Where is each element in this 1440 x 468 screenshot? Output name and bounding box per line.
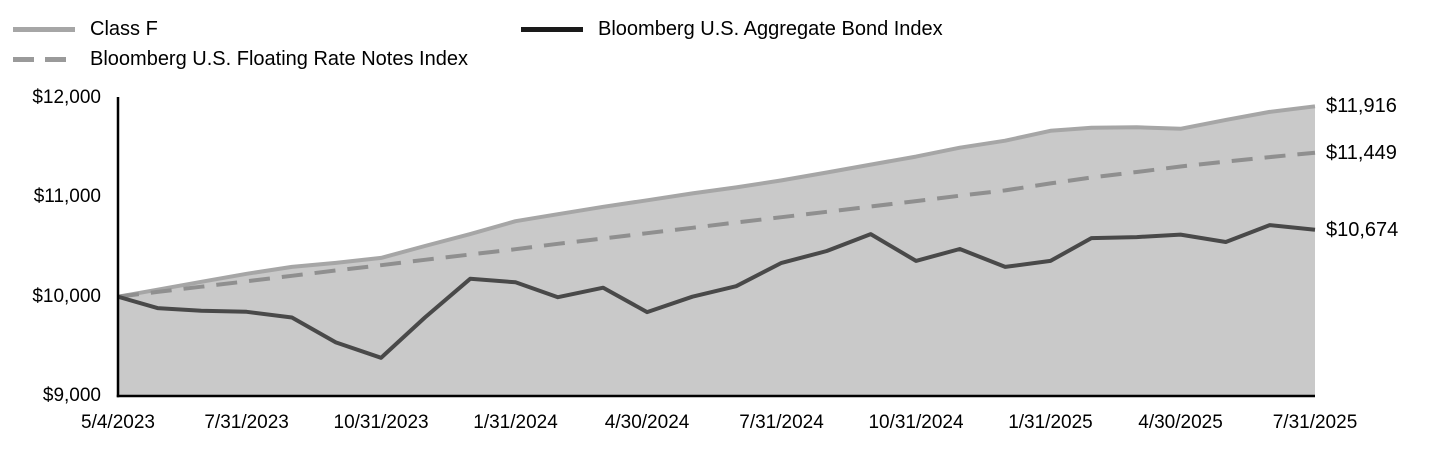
y-axis-label-9000: $9,000 [42, 385, 101, 406]
y-axis-label-10000: $10,000 [32, 285, 101, 307]
y-axis-label-12000: $12,000 [32, 87, 101, 108]
x-axis-label-4-30-2024: 4/30/2024 [604, 412, 690, 433]
x-axis-label-1-31-2024: 1/31/2024 [473, 412, 558, 433]
series-line-0 [117, 104, 1316, 299]
y-axis-label-11000: $11,000 [33, 186, 101, 208]
legend-label-floating-rate-notes-index: Bloomberg U.S. Floating Rate Notes Index [90, 48, 468, 70]
end-value-aggregate-bond-index: $10,674 [1326, 218, 1399, 241]
x-axis-label-5-4-2023: 5/4/2023 [81, 412, 155, 433]
x-axis-label-7-31-2023: 7/31/2023 [204, 412, 289, 433]
series-line-2 [117, 223, 1316, 360]
x-axis-label-7-31-2024: 7/31/2024 [739, 412, 824, 433]
x-axis-label-10-31-2024: 10/31/2024 [868, 412, 964, 433]
x-axis-label-10-31-2023: 10/31/2023 [333, 412, 429, 433]
end-value-class-f: $11,916 [1326, 95, 1397, 118]
class-f-area-fill [118, 106, 1315, 397]
legend-item-class-f: Class F [13, 17, 158, 41]
series-line-1 [117, 150, 1316, 299]
x-axis-label-4-30-2025: 4/30/2025 [1138, 412, 1223, 433]
x-axis-label-7-31-2025: 7/31/2025 [1272, 412, 1358, 433]
legend-label-aggregate-bond-index: Bloomberg U.S. Aggregate Bond Index [598, 18, 943, 40]
legend-item-floating-rate-notes-index: Bloomberg U.S. Floating Rate Notes Index [13, 47, 468, 71]
x-axis-label-1-31-2025: 1/31/2025 [1008, 412, 1093, 433]
legend-item-aggregate-bond-index: Bloomberg U.S. Aggregate Bond Index [521, 17, 943, 41]
end-value-floating-rate-notes-index: $11,449 [1326, 141, 1397, 164]
floating-rate-dashed-line-swatch-icon [13, 56, 75, 62]
aggregate-bond-line-swatch-icon [521, 26, 583, 32]
legend-label-class-f: Class F [90, 18, 158, 40]
class-f-line-swatch-icon [13, 26, 75, 32]
